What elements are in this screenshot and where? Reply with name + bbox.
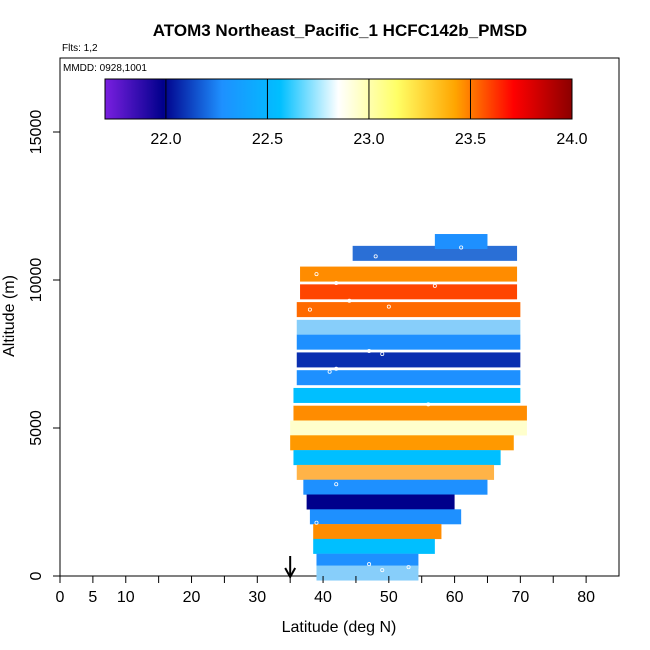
x-tick-label: 10 bbox=[117, 589, 135, 606]
x-tick-label: 40 bbox=[314, 589, 332, 606]
latitude-marker-arrow bbox=[284, 556, 297, 580]
x-tick-label: 0 bbox=[56, 589, 65, 606]
sample-point bbox=[459, 245, 464, 250]
data-band bbox=[296, 302, 521, 318]
x-tick-label: 30 bbox=[248, 589, 266, 606]
sample-point bbox=[432, 283, 437, 288]
x-tick-label: 5 bbox=[88, 589, 97, 606]
data-band bbox=[309, 509, 462, 525]
sample-point bbox=[334, 366, 339, 371]
data-band bbox=[352, 245, 518, 261]
colorbar-tick-label: 23.5 bbox=[455, 131, 486, 148]
marker-head bbox=[284, 567, 297, 580]
sample-point bbox=[367, 349, 372, 354]
data-band bbox=[290, 420, 527, 436]
x-tick-label: 70 bbox=[511, 589, 529, 606]
x-axis: 0 5 10 20 30 40 50 60 70 80 bbox=[56, 576, 595, 606]
y-tick-label: 10000 bbox=[28, 258, 45, 303]
data-band bbox=[316, 553, 419, 569]
y-tick-label: 0 bbox=[28, 571, 45, 580]
data-band bbox=[296, 319, 521, 335]
x-tick-label: 80 bbox=[577, 589, 595, 606]
data-band bbox=[296, 352, 521, 368]
sample-point bbox=[334, 280, 339, 285]
data-band bbox=[316, 565, 419, 581]
colorbar bbox=[104, 78, 573, 120]
data-band bbox=[296, 370, 521, 386]
colorbar-tick-lines bbox=[165, 79, 471, 119]
data-band bbox=[313, 538, 435, 554]
sample-point bbox=[307, 307, 312, 312]
sample-point bbox=[386, 304, 391, 309]
sample-layer bbox=[307, 245, 464, 573]
chart-title: ATOM3 Northeast_Pacific_1 HCFC142b_PMSD bbox=[153, 21, 527, 40]
colorbar-tick-label: 22.5 bbox=[252, 131, 283, 148]
y-axis-label: Altitude (m) bbox=[1, 275, 18, 357]
data-band bbox=[303, 479, 488, 495]
data-band bbox=[293, 450, 501, 466]
x-tick-label: 60 bbox=[446, 589, 464, 606]
colorbar-tick-label: 24.0 bbox=[556, 131, 587, 148]
flights-label: Flts: 1,2 bbox=[62, 43, 98, 54]
data-band bbox=[296, 334, 521, 350]
y-tick-label: 5000 bbox=[28, 410, 45, 446]
sample-point bbox=[380, 351, 385, 356]
x-tick-label: 20 bbox=[183, 589, 201, 606]
data-band bbox=[300, 284, 518, 300]
data-layer bbox=[290, 234, 527, 581]
sample-point bbox=[314, 272, 319, 277]
y-axis: 0 5000 10000 15000 bbox=[28, 110, 60, 580]
data-band bbox=[296, 464, 495, 480]
sample-point bbox=[406, 565, 411, 570]
sample-point bbox=[314, 520, 319, 525]
data-band bbox=[293, 405, 527, 421]
sample-point bbox=[380, 568, 385, 573]
sample-point bbox=[334, 482, 339, 487]
data-band bbox=[313, 524, 442, 540]
data-band bbox=[300, 266, 518, 282]
y-tick-label: 15000 bbox=[28, 110, 45, 155]
data-band bbox=[290, 435, 514, 451]
dates-label: MMDD: 0928,1001 bbox=[63, 63, 147, 74]
data-band bbox=[434, 234, 488, 250]
x-tick-label: 50 bbox=[380, 589, 398, 606]
x-axis-label: Latitude (deg N) bbox=[282, 619, 397, 636]
sample-point bbox=[373, 254, 378, 259]
sample-point bbox=[327, 369, 332, 374]
colorbar-tick-label: 23.0 bbox=[353, 131, 384, 148]
colorbar-tick-label: 22.0 bbox=[150, 131, 181, 148]
colorbar-tick-labels: 22.0 22.5 23.0 23.5 24.0 bbox=[150, 131, 587, 148]
sample-point bbox=[367, 562, 372, 567]
data-band bbox=[293, 387, 521, 403]
sample-point bbox=[426, 402, 431, 407]
data-band bbox=[306, 494, 455, 510]
sample-point bbox=[347, 298, 352, 303]
